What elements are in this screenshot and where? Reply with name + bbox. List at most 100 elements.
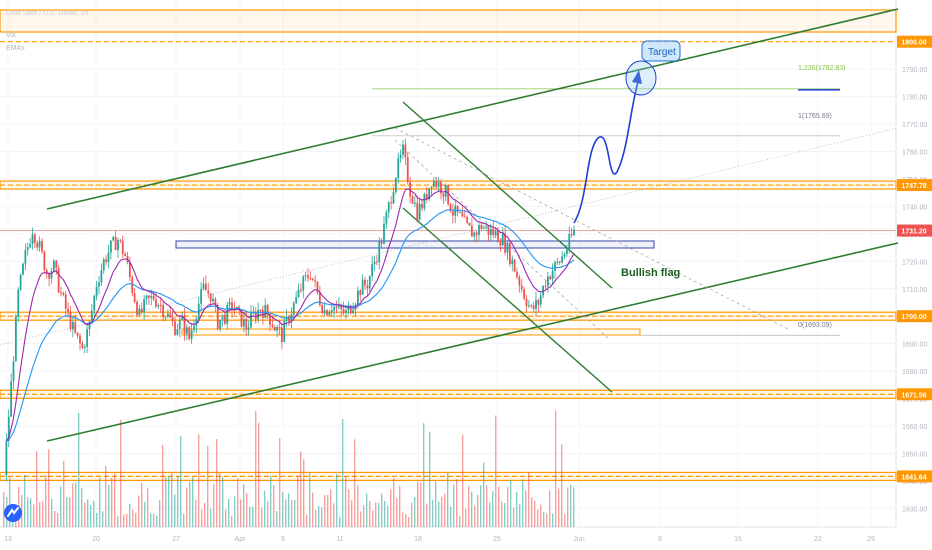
volume-bar [297, 475, 299, 527]
volume-bar [327, 495, 329, 527]
volume-bar [516, 491, 518, 527]
candle-body [95, 286, 98, 296]
volume-bar [30, 498, 32, 527]
volume-bar [417, 481, 419, 527]
volume-bar [348, 489, 350, 527]
volume-bar [567, 487, 569, 527]
candle-body [513, 259, 516, 272]
candle-body [22, 263, 24, 275]
grid [0, 68, 896, 509]
candle-body [309, 278, 312, 280]
candle-body [155, 299, 157, 307]
candle-body [245, 319, 248, 330]
volume-bar [504, 502, 506, 527]
candlesticks [5, 138, 575, 482]
candle-body [335, 306, 338, 308]
volume-bar [93, 500, 95, 527]
candle-body [207, 290, 210, 294]
candle-body [411, 196, 414, 204]
volume-bar [180, 436, 182, 527]
candle-body [226, 304, 229, 324]
volume-bar [174, 494, 176, 527]
volume-bar [402, 512, 404, 527]
volume-bar [45, 475, 47, 527]
candle-body [138, 308, 141, 315]
time-tick-label: Apr [235, 536, 247, 543]
volume-bar [429, 431, 431, 527]
candle-body [468, 222, 471, 226]
candle-body [375, 261, 378, 263]
candle-body [489, 228, 492, 236]
target-circle [625, 60, 657, 96]
volume-bar [150, 513, 152, 527]
volume-bar [465, 508, 467, 527]
trend-lines [0, 8, 899, 442]
candle-body [150, 295, 153, 298]
candle-body [69, 311, 72, 330]
volume-bar [540, 504, 542, 527]
time-tick-label: 13 [4, 536, 12, 543]
volume-bar [522, 479, 524, 527]
candle-body [511, 259, 514, 265]
time-tick-label: 29 [867, 536, 875, 543]
candle-body [487, 226, 490, 236]
price-tick-label: 1650.00 [902, 451, 927, 458]
candle-body [285, 316, 288, 322]
volume-bar [234, 496, 236, 527]
volume-bar [285, 499, 287, 527]
volume-bar [270, 475, 272, 527]
candle-body [554, 262, 556, 271]
candle-body [17, 289, 20, 317]
price-badge [897, 310, 932, 323]
candle-body [102, 259, 105, 271]
plot-area[interactable] [0, 0, 896, 527]
volume-bar [3, 491, 5, 527]
candle-body [535, 299, 537, 309]
volume-bar [243, 484, 245, 527]
volume-bar [51, 498, 53, 527]
candle-body [193, 325, 195, 331]
price-tick-label: 1790.00 [902, 67, 927, 74]
volume-bar [312, 492, 314, 527]
volume-bar [411, 502, 413, 527]
candle-body [157, 304, 160, 307]
candle-body [520, 285, 523, 290]
candle-body [171, 317, 174, 322]
price-badge [897, 388, 932, 401]
candle-body [314, 279, 317, 282]
volume-bar [129, 503, 131, 527]
volume-bar [405, 513, 407, 527]
candle-body [57, 268, 60, 293]
volume-bar [423, 423, 425, 527]
channel-upper-line [46, 8, 899, 210]
candle-body [333, 306, 336, 311]
candle-body [556, 261, 559, 263]
candle-body [221, 314, 224, 320]
candle-body [43, 251, 46, 271]
volume-bars [3, 410, 575, 527]
candle-body [356, 290, 359, 305]
volume-bar [66, 497, 68, 527]
candle-body [88, 321, 91, 330]
candle-body [435, 180, 438, 187]
candle-body [432, 180, 435, 187]
volume-bar [99, 477, 101, 527]
price-axis[interactable]: 1630.001640.001650.001660.001670.001680.… [897, 35, 932, 514]
volume-bar [81, 488, 83, 527]
candle-body [19, 274, 22, 290]
candle-body [418, 203, 421, 220]
candle-body [74, 321, 77, 333]
candle-body [459, 212, 461, 214]
candle-body [288, 316, 290, 323]
candle-body [361, 279, 364, 295]
volume-bar [366, 493, 368, 527]
volume-bar [126, 514, 128, 527]
candle-body [549, 276, 552, 280]
volume-bar [393, 478, 395, 527]
volume-bar [168, 476, 170, 527]
symbol-title: Gold Spot / U.S. Dollar, 1h [6, 10, 88, 17]
time-axis[interactable]: 13 20 27 Apr 6 11 18 25 Jun 8 15 22 29 [4, 536, 875, 543]
volume-bar [273, 485, 275, 527]
volume-bar [528, 472, 530, 527]
